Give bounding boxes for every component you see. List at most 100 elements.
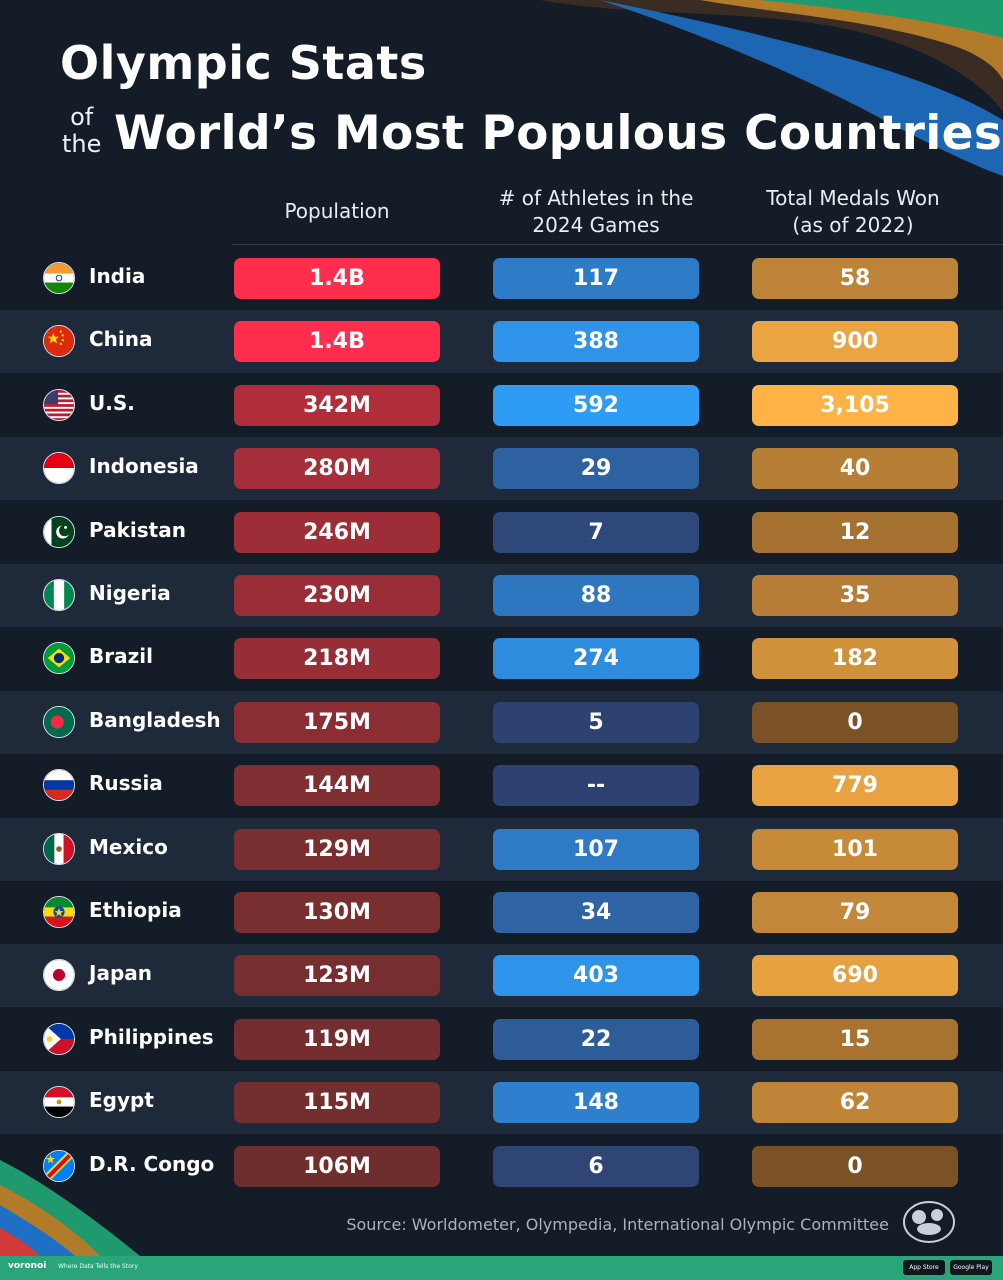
footer-brand: voronoi	[8, 1261, 47, 1271]
population-value: 144M	[234, 765, 440, 807]
medals-value: 0	[752, 701, 958, 743]
column-header-medals-line2: (as of 2022)	[792, 213, 914, 237]
table-row: Egypt 115M 148 62	[0, 1071, 1003, 1135]
column-header-population-line1: Population	[284, 199, 390, 223]
table-row: India 1.4B 117 58	[0, 247, 1003, 310]
table-row: Philippines 119M 22 15	[0, 1008, 1003, 1071]
medals-value: 779	[752, 765, 958, 807]
population-value: 218M	[234, 638, 440, 680]
medals-value: 900	[752, 321, 958, 363]
medals-value: 101	[752, 828, 958, 870]
population-value: 280M	[234, 448, 440, 490]
country-name: Indonesia	[89, 454, 199, 479]
column-header-medals: Total Medals Won (as of 2022)	[723, 185, 983, 239]
table-row: Brazil 218M 274 182	[0, 627, 1003, 690]
country-name: Pakistan	[89, 517, 186, 542]
country-name: China	[89, 327, 153, 352]
medals-value: 35	[752, 575, 958, 616]
table-row: U.S. 342M 592 3,105	[0, 374, 1003, 437]
population-value: 1.4B	[234, 321, 440, 363]
population-value: 342M	[234, 384, 440, 426]
population-value: 175M	[234, 701, 440, 743]
mexico-flag-icon	[43, 832, 75, 865]
table-row: Japan 123M 403 690	[0, 944, 1003, 1008]
medals-value: 40	[752, 448, 958, 490]
column-header-medals-line1: Total Medals Won	[766, 186, 940, 210]
athletes-value: 117	[493, 258, 699, 299]
voronoi-logo-icon	[903, 1201, 955, 1243]
table-row: Ethiopia 130M 34 79	[0, 881, 1003, 944]
country-name: Brazil	[89, 644, 153, 669]
medals-value: 12	[752, 511, 958, 553]
athletes-value: 6	[493, 1145, 699, 1187]
table-row: Pakistan 246M 7 12	[0, 501, 1003, 564]
athletes-value: 592	[493, 384, 699, 426]
athletes-value: 7	[493, 511, 699, 553]
column-header-athletes: # of Athletes in the 2024 Games	[466, 185, 726, 239]
athletes-value: 148	[493, 1082, 699, 1124]
footer-bar: voronoi Where Data Tells the Story App S…	[0, 1256, 1003, 1280]
title-the: the	[62, 130, 102, 158]
nigeria-flag-icon	[43, 579, 75, 611]
population-value: 130M	[234, 892, 440, 933]
google-play-badge[interactable]: Google Play	[950, 1260, 992, 1275]
population-value: 129M	[234, 828, 440, 870]
source-note: Source: Worldometer, Olympedia, Internat…	[346, 1215, 889, 1234]
country-name: Japan	[89, 961, 152, 986]
athletes-value: 107	[493, 828, 699, 870]
japan-flag-icon	[43, 959, 75, 992]
pakistan-flag-icon	[43, 515, 75, 548]
table-row: Russia 144M -- 779	[0, 754, 1003, 817]
population-value: 106M	[234, 1145, 440, 1187]
country-name: Russia	[89, 771, 163, 796]
us-flag-icon	[43, 388, 75, 421]
bangladesh-flag-icon	[43, 705, 75, 738]
app-store-badge[interactable]: App Store	[903, 1260, 945, 1275]
egypt-flag-icon	[43, 1086, 75, 1119]
medals-value: 62	[752, 1082, 958, 1124]
country-name: D.R. Congo	[89, 1151, 215, 1176]
table-row: Bangladesh 175M 5 0	[0, 690, 1003, 754]
medals-value: 3,105	[752, 384, 958, 426]
table-row: China 1.4B 388 900	[0, 310, 1003, 374]
philippines-flag-icon	[43, 1022, 75, 1055]
medals-value: 690	[752, 955, 958, 997]
medals-value: 0	[752, 1145, 958, 1187]
medals-value: 182	[752, 638, 958, 680]
footer-tagline: Where Data Tells the Story	[58, 1263, 138, 1270]
table-row: D.R. Congo 106M 6 0	[0, 1135, 1003, 1198]
population-value: 1.4B	[234, 258, 440, 299]
population-value: 123M	[234, 955, 440, 997]
table-row: Nigeria 230M 88 35	[0, 564, 1003, 627]
athletes-value: 22	[493, 1018, 699, 1060]
population-value: 246M	[234, 511, 440, 553]
title-line1: Olympic Stats	[60, 36, 427, 90]
medals-value: 15	[752, 1018, 958, 1060]
population-value: 119M	[234, 1018, 440, 1060]
country-name: Ethiopia	[89, 898, 182, 922]
china-flag-icon	[43, 325, 75, 358]
athletes-value: 88	[493, 575, 699, 616]
column-header-athletes-line1: # of Athletes in the	[498, 186, 694, 210]
medals-value: 79	[752, 892, 958, 933]
title-of-the: of the	[62, 104, 101, 158]
athletes-value: 403	[493, 955, 699, 997]
population-value: 230M	[234, 575, 440, 616]
country-name: Mexico	[89, 834, 168, 859]
country-name: Philippines	[89, 1024, 214, 1049]
country-name: India	[89, 264, 146, 288]
russia-flag-icon	[43, 769, 75, 802]
athletes-value: --	[493, 765, 699, 807]
country-name: Egypt	[89, 1088, 154, 1113]
brazil-flag-icon	[43, 642, 75, 675]
country-name: Nigeria	[89, 581, 171, 605]
column-header-population: Population	[207, 198, 467, 225]
population-value: 115M	[234, 1082, 440, 1124]
title-of: of	[70, 103, 94, 131]
column-header-athletes-line2: 2024 Games	[532, 213, 660, 237]
athletes-value: 274	[493, 638, 699, 680]
table-row: Mexico 129M 107 101	[0, 817, 1003, 881]
header-divider	[232, 244, 1003, 245]
title-line2: World’s Most Populous Countries	[114, 106, 1003, 161]
medals-value: 58	[752, 258, 958, 299]
